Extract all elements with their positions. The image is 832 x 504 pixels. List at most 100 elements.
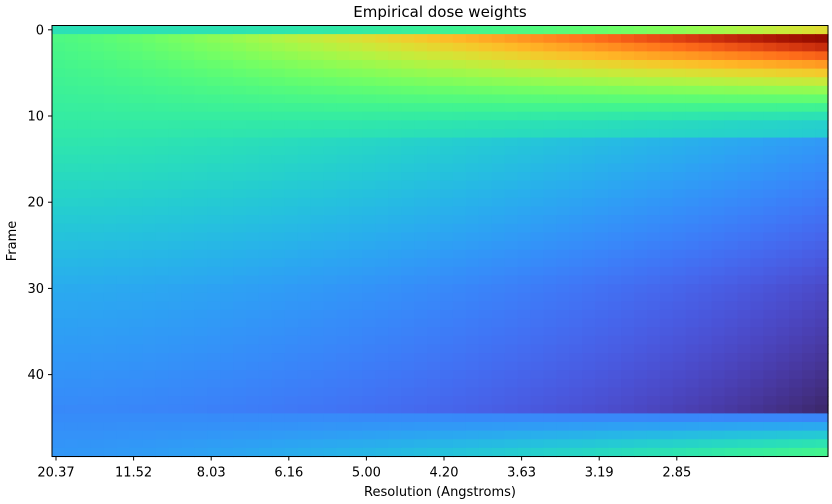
heatmap-cell xyxy=(789,51,803,61)
heatmap-cell xyxy=(207,146,221,156)
heatmap-cell xyxy=(77,154,92,165)
heatmap-cell xyxy=(207,154,221,165)
heatmap-cell xyxy=(168,249,182,259)
heatmap-cell xyxy=(427,103,441,113)
heatmap-cell xyxy=(233,430,247,440)
heatmap-cell xyxy=(52,215,66,225)
heatmap-cell xyxy=(634,396,648,406)
heatmap-cell xyxy=(595,154,609,165)
heatmap-cell xyxy=(220,215,234,225)
heatmap-cell xyxy=(77,189,92,199)
heatmap-cell xyxy=(116,335,131,346)
heatmap-cell xyxy=(90,241,105,251)
heatmap-cell xyxy=(737,439,751,449)
heatmap-cell xyxy=(168,34,182,44)
heatmap-cell xyxy=(504,275,519,285)
heatmap-cell xyxy=(401,241,415,251)
heatmap-cell xyxy=(517,120,532,130)
heatmap-cell xyxy=(465,137,480,147)
heatmap-cell xyxy=(595,206,609,216)
heatmap-cell xyxy=(776,51,790,61)
heatmap-cell xyxy=(349,25,363,35)
heatmap-cell xyxy=(336,370,351,380)
heatmap-cell xyxy=(698,301,713,311)
heatmap-cell xyxy=(336,447,351,458)
heatmap-cell xyxy=(711,154,726,165)
heatmap-cell xyxy=(388,241,402,251)
heatmap-cell xyxy=(763,85,777,96)
heatmap-cell xyxy=(77,215,92,225)
heatmap-cell xyxy=(789,301,803,311)
x-tick-label: 6.16 xyxy=(274,466,303,481)
heatmap-cell xyxy=(168,439,182,449)
heatmap-cell xyxy=(750,275,764,285)
heatmap-cell xyxy=(504,266,519,277)
x-axis-ticks: 20.37 11.52 8.03 6.16 5.00 4.20 3.63 3.19 2.85 xyxy=(37,456,691,481)
heatmap-cell xyxy=(763,266,777,277)
heatmap-cell xyxy=(336,258,351,268)
heatmap-cell xyxy=(388,223,402,233)
heatmap-cell xyxy=(440,301,454,311)
heatmap-cell xyxy=(284,327,299,337)
heatmap-cell xyxy=(569,447,583,458)
heatmap-cell xyxy=(375,292,389,302)
heatmap-cell xyxy=(556,51,570,61)
heatmap-cell xyxy=(194,77,208,87)
heatmap-cell xyxy=(517,103,532,113)
heatmap-cell xyxy=(258,327,273,337)
heatmap-cell xyxy=(440,34,454,44)
heatmap-cell xyxy=(401,353,415,363)
heatmap-cell xyxy=(64,378,79,389)
heatmap-cell xyxy=(452,42,467,52)
heatmap-cell xyxy=(271,215,286,225)
heatmap-cell xyxy=(427,59,441,70)
heatmap-cell xyxy=(271,301,286,311)
heatmap-cell xyxy=(310,215,325,225)
heatmap-cell xyxy=(491,120,506,130)
heatmap-cell xyxy=(582,396,596,406)
heatmap-cell xyxy=(621,42,635,52)
heatmap-cell xyxy=(52,180,66,190)
heatmap-cell xyxy=(233,85,247,96)
heatmap-cell xyxy=(556,59,570,70)
heatmap-cell xyxy=(401,284,415,294)
heatmap-cell xyxy=(659,197,674,208)
heatmap-cell xyxy=(77,327,92,337)
heatmap-cell xyxy=(724,258,739,268)
heatmap-cell xyxy=(427,85,441,96)
heatmap-cell xyxy=(440,137,454,147)
heatmap-cell xyxy=(116,189,131,199)
heatmap-cell xyxy=(556,361,570,371)
heatmap-cell xyxy=(155,232,169,242)
heatmap-cell xyxy=(336,42,351,52)
heatmap-cell xyxy=(789,206,803,216)
heatmap-cell xyxy=(362,378,376,389)
heatmap-cell xyxy=(90,344,105,354)
heatmap-cell xyxy=(582,387,596,397)
heatmap-cell xyxy=(246,206,260,216)
heatmap-cell xyxy=(297,275,312,285)
heatmap-cell xyxy=(246,447,260,458)
heatmap-cell xyxy=(310,137,325,147)
heatmap-cell xyxy=(388,215,402,225)
heatmap-cell xyxy=(569,206,583,216)
heatmap-cell xyxy=(698,292,713,302)
heatmap-cell xyxy=(284,447,299,458)
heatmap-cell xyxy=(659,34,674,44)
heatmap-cell xyxy=(802,439,816,449)
heatmap-cell xyxy=(181,59,195,70)
heatmap-cell xyxy=(711,51,726,61)
heatmap-cell xyxy=(440,85,454,96)
heatmap-cell xyxy=(815,94,829,104)
heatmap-cell xyxy=(556,301,570,311)
heatmap-cell xyxy=(77,353,92,363)
heatmap-cell xyxy=(478,85,493,96)
heatmap-cell xyxy=(64,137,79,147)
heatmap-cell xyxy=(323,327,338,337)
heatmap-cell xyxy=(802,258,816,268)
heatmap-cell xyxy=(336,275,351,285)
heatmap-cell xyxy=(90,266,105,277)
heatmap-cell xyxy=(621,301,635,311)
heatmap-cell xyxy=(77,249,92,259)
